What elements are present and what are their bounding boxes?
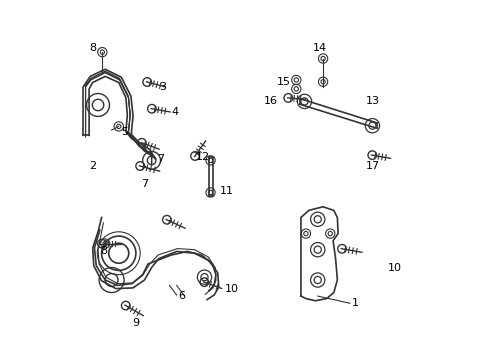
- Text: 12: 12: [196, 152, 210, 162]
- Text: 9: 9: [132, 318, 139, 328]
- Text: 10: 10: [386, 262, 401, 273]
- Text: 15: 15: [276, 77, 290, 87]
- Text: 8: 8: [100, 247, 107, 256]
- Text: 6: 6: [178, 291, 185, 301]
- Text: 1: 1: [351, 298, 358, 308]
- Text: 11: 11: [219, 186, 233, 196]
- Text: 13: 13: [365, 96, 379, 107]
- Text: 2: 2: [89, 161, 96, 171]
- Text: 17: 17: [365, 161, 379, 171]
- Text: 10: 10: [224, 284, 238, 294]
- Text: 16: 16: [264, 96, 278, 107]
- Text: 7: 7: [141, 179, 148, 189]
- Text: 4: 4: [171, 107, 178, 117]
- Text: 7: 7: [157, 154, 164, 163]
- Text: 8: 8: [89, 43, 96, 53]
- Text: 5: 5: [121, 127, 128, 137]
- Text: 3: 3: [159, 82, 165, 92]
- Text: 14: 14: [312, 43, 326, 53]
